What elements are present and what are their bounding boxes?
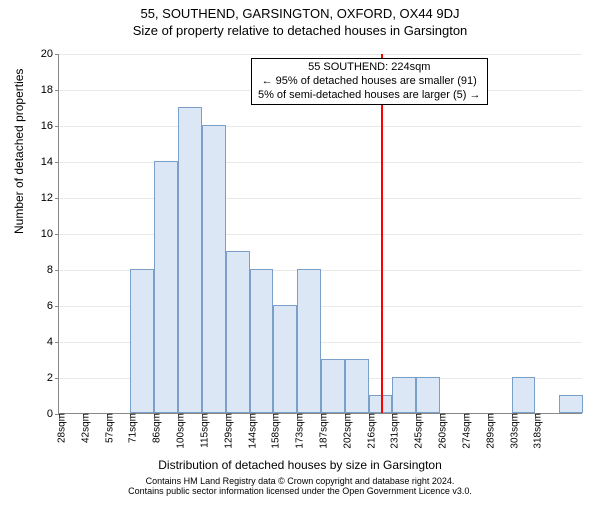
histogram-bar <box>130 269 154 413</box>
xtick-label: 274sqm <box>455 413 472 449</box>
xtick-label: 173sqm <box>289 413 306 449</box>
gridline <box>59 198 582 199</box>
histogram-bar <box>226 251 250 413</box>
footer: Contains HM Land Registry data © Crown c… <box>0 476 600 497</box>
xtick-label: 303sqm <box>503 413 520 449</box>
title-main: 55, SOUTHEND, GARSINGTON, OXFORD, OX44 9… <box>0 6 600 21</box>
xtick-label: 245sqm <box>408 413 425 449</box>
histogram-bar <box>559 395 583 413</box>
ytick-label: 20 <box>41 48 59 60</box>
ytick-label: 18 <box>41 84 59 96</box>
ytick-label: 6 <box>47 300 59 312</box>
ytick-label: 16 <box>41 120 59 132</box>
ytick-label: 12 <box>41 192 59 204</box>
xtick-label: 260sqm <box>432 413 449 449</box>
histogram-bar <box>202 125 226 413</box>
histogram-bar <box>321 359 345 413</box>
ytick-label: 4 <box>47 336 59 348</box>
xtick-label: 129sqm <box>217 413 234 449</box>
annotation-box: 55 SOUTHEND: 224sqm← 95% of detached hou… <box>251 58 488 105</box>
histogram-bar <box>297 269 321 413</box>
xtick-label: 115sqm <box>193 413 210 448</box>
ytick-label: 10 <box>41 228 59 240</box>
xtick-label: 86sqm <box>146 413 163 443</box>
ytick-label: 14 <box>41 156 59 168</box>
xtick-label: 231sqm <box>384 413 401 449</box>
xtick-label: 158sqm <box>265 413 282 449</box>
histogram-bar <box>273 305 297 413</box>
y-axis-label: Number of detached properties <box>12 69 26 234</box>
annotation-line: ← 95% of detached houses are smaller (91… <box>258 75 481 89</box>
annotation-line: 55 SOUTHEND: 224sqm <box>258 61 481 75</box>
title-sub: Size of property relative to detached ho… <box>0 23 600 38</box>
footer-line-2: Contains public sector information licen… <box>0 486 600 496</box>
xtick-label: 28sqm <box>51 413 68 443</box>
annotation-line: 5% of semi-detached houses are larger (5… <box>258 89 481 103</box>
xtick-label: 318sqm <box>527 413 544 449</box>
histogram-bar <box>416 377 440 413</box>
chart-container: 55, SOUTHEND, GARSINGTON, OXFORD, OX44 9… <box>0 6 600 506</box>
plot-region: 0246810121416182028sqm42sqm57sqm71sqm86s… <box>58 54 582 414</box>
xtick-label: 216sqm <box>360 413 377 449</box>
xtick-label: 289sqm <box>479 413 496 449</box>
gridline <box>59 126 582 127</box>
ytick-label: 2 <box>47 372 59 384</box>
footer-line-1: Contains HM Land Registry data © Crown c… <box>0 476 600 486</box>
histogram-bar <box>154 161 178 413</box>
gridline <box>59 54 582 55</box>
xtick-label: 187sqm <box>313 413 330 449</box>
xtick-label: 42sqm <box>74 413 91 443</box>
xtick-label: 57sqm <box>98 413 115 443</box>
gridline <box>59 234 582 235</box>
xtick-label: 100sqm <box>170 413 187 449</box>
histogram-bar <box>250 269 274 413</box>
gridline <box>59 162 582 163</box>
xtick-label: 71sqm <box>122 413 139 443</box>
xtick-label: 202sqm <box>336 413 353 449</box>
chart-area: 0246810121416182028sqm42sqm57sqm71sqm86s… <box>58 54 582 414</box>
histogram-bar <box>178 107 202 413</box>
histogram-bar <box>345 359 369 413</box>
histogram-bar <box>512 377 536 413</box>
xtick-label: 144sqm <box>241 413 258 449</box>
histogram-bar <box>392 377 416 413</box>
marker-line <box>381 54 383 413</box>
x-axis-label: Distribution of detached houses by size … <box>0 458 600 472</box>
ytick-label: 8 <box>47 264 59 276</box>
